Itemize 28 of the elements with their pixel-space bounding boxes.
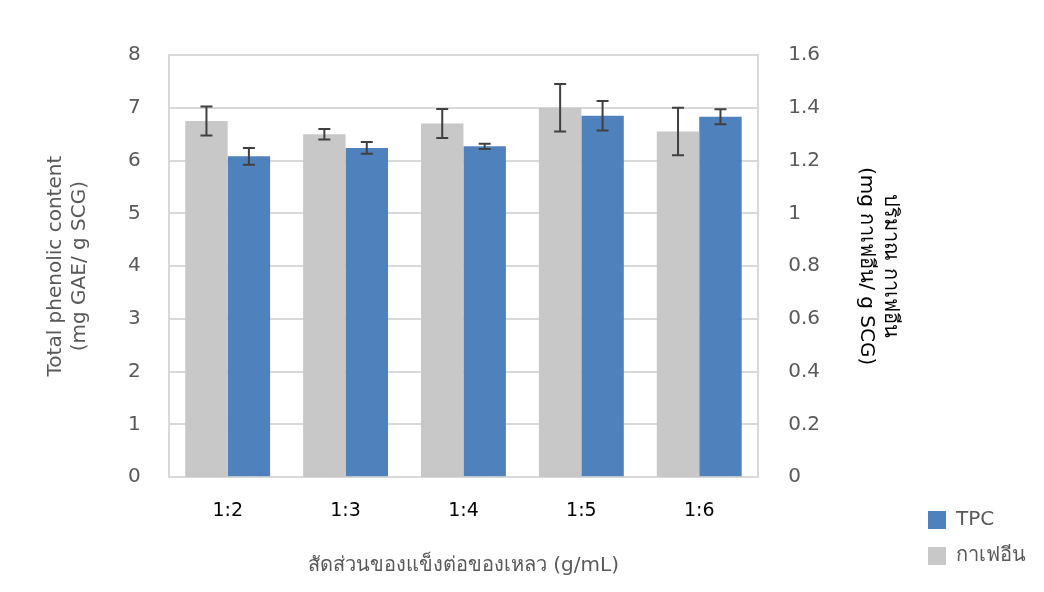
y2-tick-label: 1.4 (788, 93, 821, 118)
y-axis-title: Total phenolic content (mg GAE/ g SCG) (42, 155, 91, 378)
y-tick-label: 0 (127, 463, 141, 488)
y-tick-label: 8 (127, 41, 141, 66)
x-tick-label: 1:5 (566, 497, 597, 520)
y2-tick-label: 0.6 (788, 305, 821, 330)
y-tick-label: 7 (127, 93, 141, 118)
y-tick-label: 1 (127, 410, 141, 435)
y-tick-label: 3 (127, 305, 141, 330)
legend-label: กาเฟอีน (956, 542, 1026, 567)
y2-tick-label: 0.2 (788, 410, 821, 435)
x-tick-label: 1:6 (683, 497, 715, 520)
legend-label: TPC (955, 506, 995, 531)
y-tick-label: 4 (127, 252, 141, 277)
y2-tick-label: 0.4 (788, 357, 821, 382)
y2-tick-label: 1 (788, 199, 801, 224)
x-tick-label: 1:2 (212, 497, 243, 520)
y-tick-label: 6 (127, 146, 141, 171)
y2-tick-label: 0.8 (788, 252, 821, 277)
y2-tick-label: 1.6 (788, 41, 821, 66)
y-tick-label: 5 (127, 199, 141, 224)
x-tick-label: 1:3 (330, 497, 361, 520)
y2-tick-label: 0 (788, 463, 801, 488)
y-tick-label: 2 (127, 357, 141, 382)
x-tick-label: 1:4 (448, 497, 479, 520)
y2-axis-title: ปริมาณ กาเฟอีน (mg กาเฟอีน/ g SCG) (855, 166, 904, 366)
x-axis-title: สัดส่วนของแข็งต่อของเหลว (g/mL) (307, 551, 619, 577)
y2-tick-label: 1.2 (788, 146, 821, 171)
